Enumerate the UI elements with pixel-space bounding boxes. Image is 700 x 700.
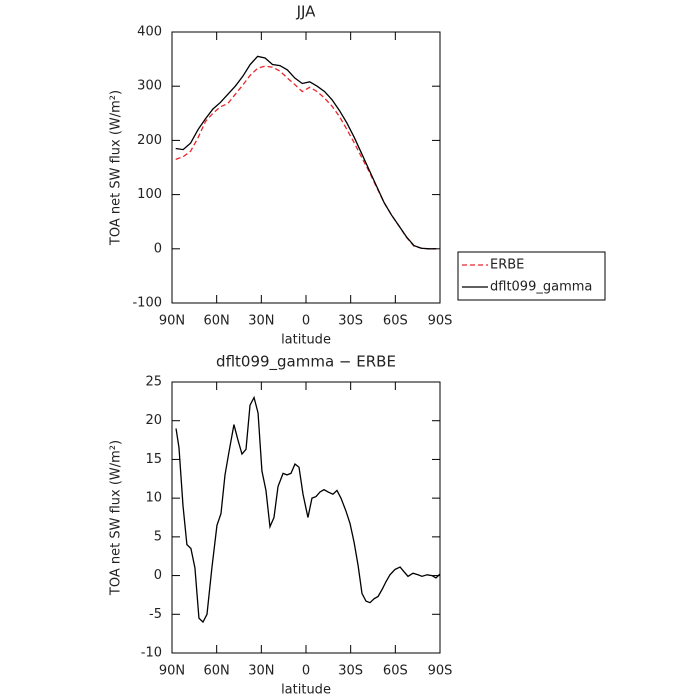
y-tick-label: -5 — [149, 607, 162, 622]
y-axis-label: TOA net SW flux (W/m²) — [109, 440, 124, 596]
chart-title: JJA — [296, 3, 317, 21]
plot-frame — [171, 31, 441, 304]
y-tick-label: 400 — [137, 25, 162, 40]
y-tick-label: 200 — [137, 133, 162, 148]
plot-frame — [171, 381, 441, 654]
y-tick-label: 5 — [154, 529, 162, 544]
y-tick-label: 0 — [154, 241, 162, 256]
x-tick-label: 30N — [248, 664, 274, 679]
x-axis-label: latitude — [281, 683, 331, 698]
x-tick-label: 90S — [428, 314, 453, 329]
x-tick-label: 30N — [248, 314, 274, 329]
x-tick-label: 60S — [383, 314, 408, 329]
x-tick-label: 90N — [159, 664, 185, 679]
y-tick-label: 15 — [145, 452, 162, 467]
data-line — [175, 65, 437, 250]
y-tick-label: 100 — [137, 187, 162, 202]
legend-box — [457, 251, 606, 301]
x-axis-label: latitude — [281, 333, 331, 348]
x-tick-label: 30S — [338, 664, 363, 679]
legend-label: ERBE — [490, 258, 524, 273]
legend-label: dflt099_gamma — [490, 280, 592, 295]
y-tick-label: 10 — [145, 491, 162, 506]
data-line — [175, 55, 437, 250]
y-tick-label: -100 — [132, 296, 162, 311]
y-tick-label: 0 — [154, 568, 162, 583]
x-tick-label: 60S — [383, 664, 408, 679]
x-tick-label: 60N — [204, 314, 230, 329]
x-tick-label: 0 — [302, 664, 310, 679]
y-tick-label: -10 — [141, 646, 162, 661]
x-tick-label: 90S — [428, 664, 453, 679]
chart-title: dflt099_gamma − ERBE — [216, 353, 396, 372]
x-tick-label: 30S — [338, 314, 363, 329]
x-tick-label: 0 — [302, 314, 310, 329]
y-tick-label: 300 — [137, 79, 162, 94]
data-line — [175, 395, 441, 624]
y-tick-label: 25 — [145, 375, 162, 390]
y-tick-label: 20 — [145, 413, 162, 428]
y-axis-label: TOA net SW flux (W/m²) — [109, 90, 124, 246]
x-tick-label: 60N — [204, 664, 230, 679]
x-tick-label: 90N — [159, 314, 185, 329]
